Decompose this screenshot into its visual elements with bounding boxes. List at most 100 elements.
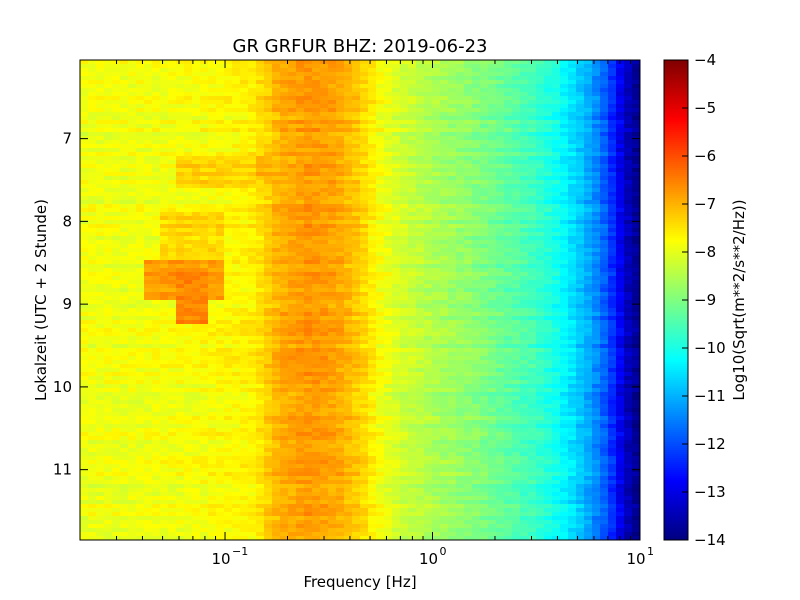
heatmap-cell bbox=[560, 148, 569, 153]
heatmap-cell bbox=[240, 260, 249, 265]
heatmap-cell bbox=[184, 88, 193, 93]
heatmap-cell bbox=[280, 120, 289, 125]
heatmap-cell bbox=[232, 184, 241, 189]
heatmap-cell bbox=[144, 264, 153, 269]
heatmap-cell bbox=[592, 308, 601, 313]
heatmap-cell bbox=[448, 104, 457, 109]
heatmap-cell bbox=[344, 156, 353, 161]
heatmap-cell bbox=[600, 208, 609, 213]
heatmap-cell bbox=[96, 148, 105, 153]
heatmap-cell bbox=[544, 168, 553, 173]
heatmap-cell bbox=[472, 188, 481, 193]
heatmap-cell bbox=[248, 156, 257, 161]
heatmap-cell bbox=[352, 72, 361, 77]
heatmap-cell bbox=[344, 220, 353, 225]
heatmap-cell bbox=[480, 108, 489, 113]
heatmap-cell bbox=[400, 244, 409, 249]
heatmap-cell bbox=[520, 244, 529, 249]
heatmap-cell bbox=[480, 112, 489, 117]
heatmap-cell bbox=[408, 144, 417, 149]
heatmap-cell bbox=[272, 336, 281, 341]
heatmap-cell bbox=[232, 132, 241, 137]
heatmap-cell bbox=[312, 152, 321, 157]
heatmap-cell bbox=[120, 192, 129, 197]
heatmap-cell bbox=[608, 116, 617, 121]
heatmap-cell bbox=[80, 132, 89, 137]
heatmap-cell bbox=[552, 300, 561, 305]
heatmap-cell bbox=[416, 168, 425, 173]
heatmap-cell bbox=[576, 156, 585, 161]
heatmap-cell bbox=[416, 280, 425, 285]
heatmap-cell bbox=[264, 176, 273, 181]
heatmap-cell bbox=[144, 224, 153, 229]
heatmap-cell bbox=[440, 184, 449, 189]
heatmap-cell bbox=[312, 240, 321, 245]
heatmap-cell bbox=[312, 124, 321, 129]
heatmap-cell bbox=[232, 76, 241, 81]
heatmap-cell bbox=[168, 68, 177, 73]
heatmap-cell bbox=[120, 344, 129, 349]
heatmap-cell bbox=[608, 328, 617, 333]
heatmap-cell bbox=[576, 268, 585, 273]
heatmap-cell bbox=[304, 224, 313, 229]
heatmap-cell bbox=[528, 292, 537, 297]
heatmap-cell bbox=[192, 212, 201, 217]
heatmap-cell bbox=[128, 216, 137, 221]
heatmap-cell bbox=[472, 332, 481, 337]
heatmap-cell bbox=[576, 320, 585, 325]
heatmap-cell bbox=[192, 152, 201, 157]
heatmap-cell bbox=[272, 236, 281, 241]
heatmap-cell bbox=[424, 80, 433, 85]
heatmap-cell bbox=[248, 100, 257, 105]
heatmap-cell bbox=[368, 172, 377, 177]
heatmap-cell bbox=[104, 228, 113, 233]
heatmap-cell bbox=[272, 268, 281, 273]
heatmap-cell bbox=[216, 260, 225, 265]
heatmap-cell bbox=[440, 328, 449, 333]
heatmap-cell bbox=[504, 324, 513, 329]
heatmap-cell bbox=[296, 148, 305, 153]
heatmap-cell bbox=[448, 212, 457, 217]
heatmap-cell bbox=[368, 76, 377, 81]
heatmap-cell bbox=[136, 84, 145, 89]
heatmap-cell bbox=[616, 88, 625, 93]
heatmap-cell bbox=[176, 300, 185, 305]
heatmap-cell bbox=[576, 72, 585, 77]
heatmap-cell bbox=[544, 236, 553, 241]
heatmap-cell bbox=[264, 196, 273, 201]
heatmap-cell bbox=[192, 108, 201, 113]
heatmap-cell bbox=[400, 284, 409, 289]
heatmap-cell bbox=[272, 200, 281, 205]
heatmap-cell bbox=[176, 76, 185, 81]
heatmap-cell bbox=[504, 160, 513, 165]
heatmap-cell bbox=[376, 164, 385, 169]
heatmap-cell bbox=[344, 264, 353, 269]
heatmap-cell bbox=[400, 124, 409, 129]
heatmap-cell bbox=[568, 256, 577, 261]
heatmap-cell bbox=[144, 80, 153, 85]
heatmap-cell bbox=[304, 68, 313, 73]
heatmap-cell bbox=[288, 328, 297, 333]
heatmap-cell bbox=[384, 284, 393, 289]
heatmap-cell bbox=[280, 240, 289, 245]
heatmap-cell bbox=[248, 328, 257, 333]
heatmap-cell bbox=[304, 308, 313, 313]
heatmap-cell bbox=[112, 168, 121, 173]
heatmap-cell bbox=[480, 80, 489, 85]
heatmap-cell bbox=[480, 320, 489, 325]
heatmap-cell bbox=[120, 292, 129, 297]
heatmap-cell bbox=[600, 224, 609, 229]
heatmap-cell bbox=[248, 256, 257, 261]
heatmap-cell bbox=[624, 188, 633, 193]
heatmap-cell bbox=[152, 104, 161, 109]
heatmap-cell bbox=[280, 268, 289, 273]
heatmap-cell bbox=[488, 80, 497, 85]
heatmap-cell bbox=[128, 192, 137, 197]
heatmap-cell bbox=[504, 288, 513, 293]
heatmap-cell bbox=[176, 200, 185, 205]
heatmap-cell bbox=[424, 320, 433, 325]
heatmap-cell bbox=[304, 116, 313, 121]
heatmap-cell bbox=[328, 256, 337, 261]
heatmap-cell bbox=[592, 300, 601, 305]
heatmap-cell bbox=[280, 284, 289, 289]
